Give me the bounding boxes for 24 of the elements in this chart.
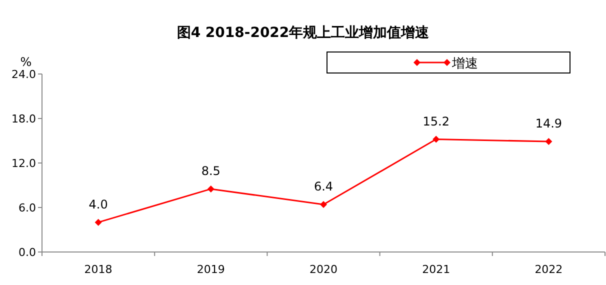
y-axis-title: % <box>20 55 32 69</box>
x-tick-label: 2021 <box>422 263 450 276</box>
x-tick-label: 2018 <box>84 263 112 276</box>
point <box>432 136 440 143</box>
point <box>320 201 327 208</box>
legend: 增速 <box>326 52 570 74</box>
y-tick-label: 12.0 <box>12 157 36 170</box>
y-tick-label: 18.0 <box>12 112 36 126</box>
point <box>545 138 552 145</box>
data-label: 4.0 <box>88 197 108 212</box>
y-tick-label: 0.0 <box>18 246 36 259</box>
data-label: 15.2 <box>422 114 450 128</box>
data-label: 14.9 <box>535 116 562 130</box>
x-tick-label: 2020 <box>310 263 338 276</box>
data-label: 6.4 <box>314 180 334 194</box>
data-label: 8.5 <box>201 164 220 178</box>
x-tick-label: 2022 <box>534 263 563 276</box>
point <box>207 185 214 192</box>
point <box>94 218 102 226</box>
chart-title: 图4 2018-2022年规上工业增加值增速 <box>176 25 430 41</box>
y-tick-label: 6.0 <box>18 202 36 214</box>
legend-label: 增速 <box>451 56 478 72</box>
y-tick-label: 24.0 <box>12 68 36 81</box>
x-tick-label: 2019 <box>196 263 225 276</box>
